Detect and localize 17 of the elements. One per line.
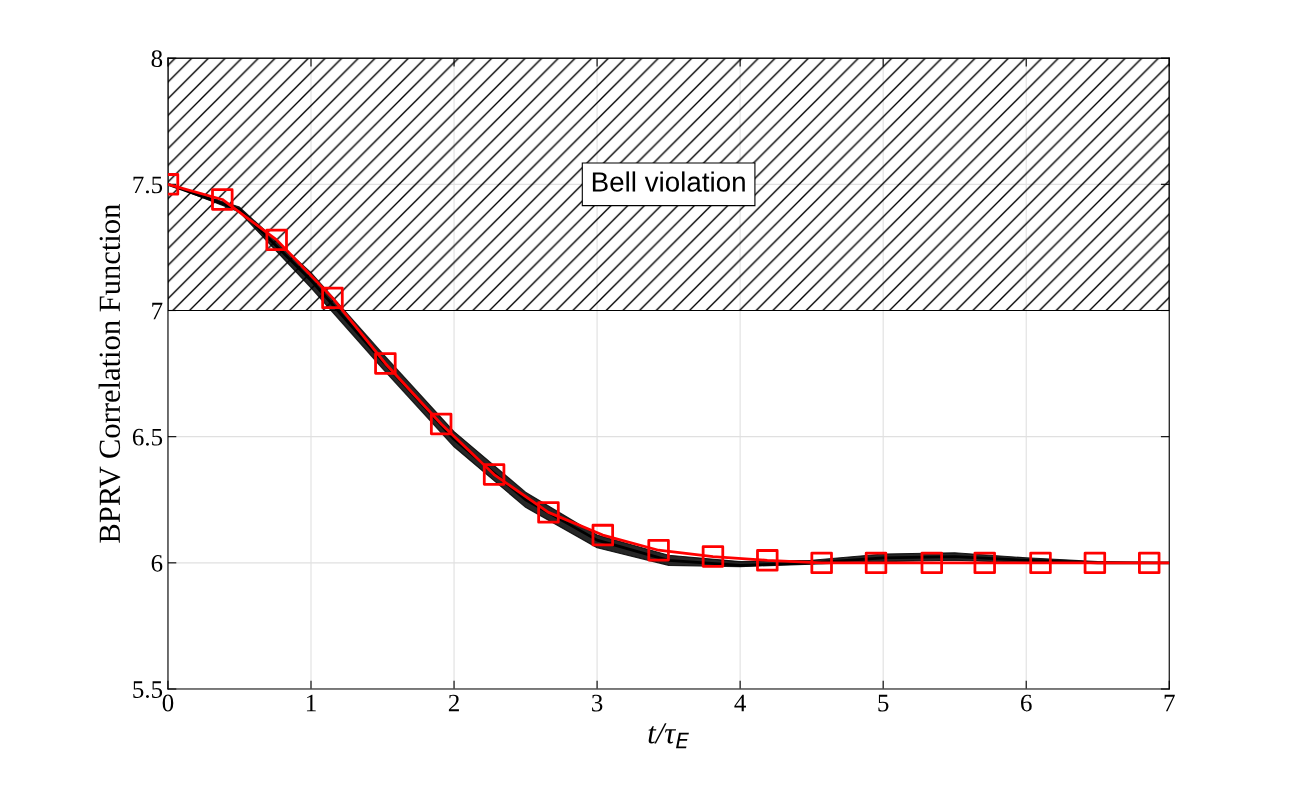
y-tick-label: 6.5 — [132, 428, 163, 446]
y-tick-label: 5.5 — [133, 681, 163, 699]
x-tick-label: 0 — [162, 694, 174, 712]
y-tick-label: 6 — [151, 554, 163, 572]
x-tick-label: 6 — [1021, 694, 1032, 712]
x-axis-title: t/τ$_{E}$ — [648, 723, 689, 749]
y-axis-title: BPRV Correlation Function — [98, 204, 121, 543]
y-tick-label: 7 — [152, 302, 163, 320]
x-tick-label: 5 — [878, 694, 889, 712]
band-label: Bell violation — [592, 171, 745, 192]
x-tick-label: 1 — [306, 694, 316, 712]
y-tick-label: 7.5 — [133, 176, 163, 194]
x-tick-label: 3 — [592, 694, 603, 712]
y-tick-label: 8 — [151, 50, 163, 68]
x-tick-label: 7 — [1164, 694, 1175, 712]
x-tick-label: 2 — [448, 694, 459, 712]
x-tick-label: 4 — [734, 694, 746, 712]
